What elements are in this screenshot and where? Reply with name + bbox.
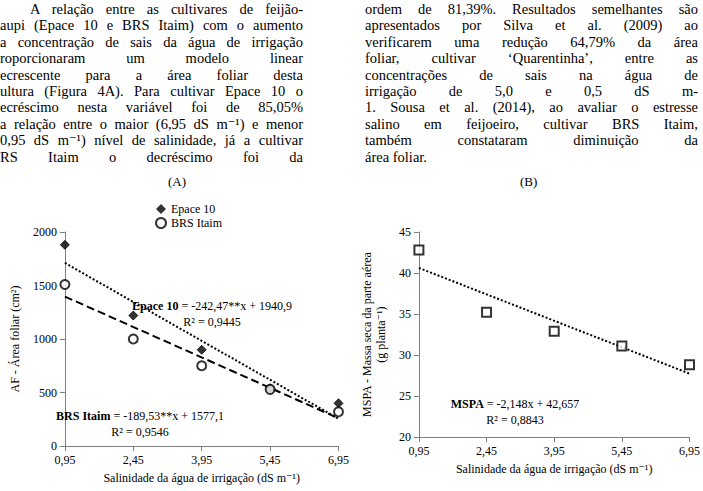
svg-text:= -242,47**x + 1940,9: = -242,47**x + 1940,9 [178,299,292,313]
svg-text:AF - Área foliar (cm²): AF - Área foliar (cm²) [8,286,22,393]
svg-text:25: 25 [399,389,411,403]
html-text:ecréscimo nesta variável foi d: ecréscimo nesta variável foi de 85,05% [0,99,303,116]
html-text:ultura (Figura 4A). Para culti: ultura (Figura 4A). Para cultivar Epace … [0,83,303,99]
svg-text:2,45: 2,45 [476,444,497,458]
html-text:0,95 dS m⁻¹) nível de salinida: 0,95 dS m⁻¹) nível de salinidade, já a c… [0,132,303,149]
svg-text:1000: 1000 [33,332,57,346]
svg-text:2,45: 2,45 [123,453,144,467]
svg-text:R² = 0,9445: R² = 0,9445 [183,315,240,329]
svg-text:30: 30 [399,348,411,362]
html-text:verificarem uma redução 64,79%: verificarem uma redução 64,79% da área [365,33,698,50]
html-text:concentrações de sais na água: concentrações de sais na água de [365,66,698,83]
svg-text:0: 0 [51,439,57,453]
svg-text:Epace 10: Epace 10 [132,299,178,313]
svg-text:R² = 0,9546: R² = 0,9546 [111,425,168,439]
svg-text:Epace 10: Epace 10 [171,202,215,216]
html-text:área foliar.: área foliar. [365,148,427,165]
svg-text:MSPA: MSPA [451,397,484,411]
svg-text:20: 20 [399,430,411,444]
html-text:(B): (B) [520,174,538,189]
html-text:apresentados por Silva et al.: apresentados por Silva et al. (2009) ao [365,17,698,34]
html-text:salino em feijoeiro, cultivar: salino em feijoeiro, cultivar BRS Itaim, [365,115,698,132]
svg-text:35: 35 [399,307,411,321]
svg-text:5,45: 5,45 [611,444,632,458]
svg-text:45: 45 [399,225,411,239]
svg-text:5,45: 5,45 [260,453,281,467]
html-text:roporcionaram um modelo linear: roporcionaram um modelo linear [0,50,303,67]
html-text:a relação entre o maior (6,95: a relação entre o maior (6,95 dS m⁻¹) e … [0,115,303,132]
svg-text:= -2,148x + 42,657: = -2,148x + 42,657 [484,397,580,411]
svg-text:2000: 2000 [33,225,57,239]
svg-text:Salinidade da água de irrigaçã: Salinidade da água de irrigação (dS m⁻¹) [456,462,653,476]
svg-text:0,95: 0,95 [54,453,75,467]
svg-text:6,95: 6,95 [328,453,349,467]
html-text:foliar, cultivar ‘Quarentinha’: foliar, cultivar ‘Quarentinha’, entre as [365,50,698,67]
svg-text:3,95: 3,95 [191,453,212,467]
html-text:(A): (A) [168,174,186,189]
svg-text:BRS Itaim: BRS Itaim [56,409,110,423]
svg-text:R² = 0,8843: R² = 0,8843 [486,413,543,427]
svg-text:1500: 1500 [33,279,57,293]
svg-text:6,95: 6,95 [679,444,700,458]
html-text:também constataram diminuição: também constataram diminuição da [365,132,698,149]
html-text:ecrescente para a área foliar: ecrescente para a área foliar desta [0,66,303,83]
html-text:ordem de 81,39%. Resultados se: ordem de 81,39%. Resultados semelhantes … [365,1,698,17]
svg-text:BRS Itaim: BRS Itaim [171,216,223,230]
svg-text:MSPA - Massa seca da parte aér: MSPA - Massa seca da parte aérea [360,251,374,417]
svg-text:= -189,53**x + 1577,1: = -189,53**x + 1577,1 [110,409,224,423]
svg-text:0,95: 0,95 [408,444,429,458]
html-text:A relação entre as cultivares: A relação entre as cultivares de feijão- [30,1,303,17]
svg-text:Salinidade da água de irrigaçã: Salinidade da água de irrigação (dS m⁻¹) [103,471,300,485]
html-text:irrigação de 5,0 e 0,5 dS m-: irrigação de 5,0 e 0,5 dS m- [365,83,698,99]
svg-text:3,95: 3,95 [544,444,565,458]
html-text:RS Itaim o decréscimo foi da: RS Itaim o decréscimo foi da [0,148,303,165]
svg-text:(g planta⁻¹): (g planta⁻¹) [374,306,388,362]
svg-text:40: 40 [399,266,411,280]
html-text:a concentração de sais da água: a concentração de sais da água de irriga… [0,33,303,50]
html-text:aupi (Epace 10 e BRS Itaim) co: aupi (Epace 10 e BRS Itaim) com o aument… [0,17,303,34]
html-text:1. Sousa et al. (2014), ao ava: 1. Sousa et al. (2014), ao avaliar o est… [365,99,698,116]
svg-text:500: 500 [39,386,57,400]
